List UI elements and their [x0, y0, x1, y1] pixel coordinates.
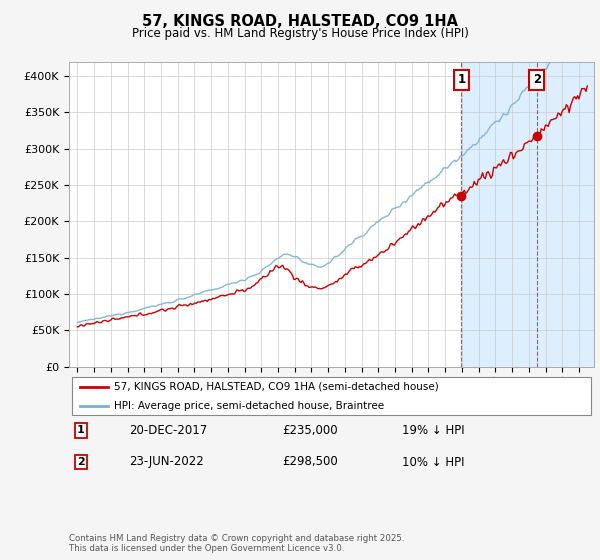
Text: 19% ↓ HPI: 19% ↓ HPI	[402, 423, 464, 437]
FancyBboxPatch shape	[71, 377, 592, 415]
Text: 2: 2	[533, 73, 541, 86]
Text: 57, KINGS ROAD, HALSTEAD, CO9 1HA (semi-detached house): 57, KINGS ROAD, HALSTEAD, CO9 1HA (semi-…	[113, 382, 439, 392]
Text: 20-DEC-2017: 20-DEC-2017	[129, 423, 207, 437]
Text: 1: 1	[77, 425, 85, 435]
Text: £235,000: £235,000	[282, 423, 338, 437]
Text: Contains HM Land Registry data © Crown copyright and database right 2025.
This d: Contains HM Land Registry data © Crown c…	[69, 534, 404, 553]
Text: 2: 2	[77, 457, 85, 467]
Text: 57, KINGS ROAD, HALSTEAD, CO9 1HA: 57, KINGS ROAD, HALSTEAD, CO9 1HA	[142, 14, 458, 29]
Text: 23-JUN-2022: 23-JUN-2022	[129, 455, 204, 469]
Text: £298,500: £298,500	[282, 455, 338, 469]
Text: Price paid vs. HM Land Registry's House Price Index (HPI): Price paid vs. HM Land Registry's House …	[131, 27, 469, 40]
Text: 10% ↓ HPI: 10% ↓ HPI	[402, 455, 464, 469]
Bar	[461, 62, 596, 367]
Text: HPI: Average price, semi-detached house, Braintree: HPI: Average price, semi-detached house,…	[113, 402, 384, 411]
Text: 1: 1	[457, 73, 466, 86]
